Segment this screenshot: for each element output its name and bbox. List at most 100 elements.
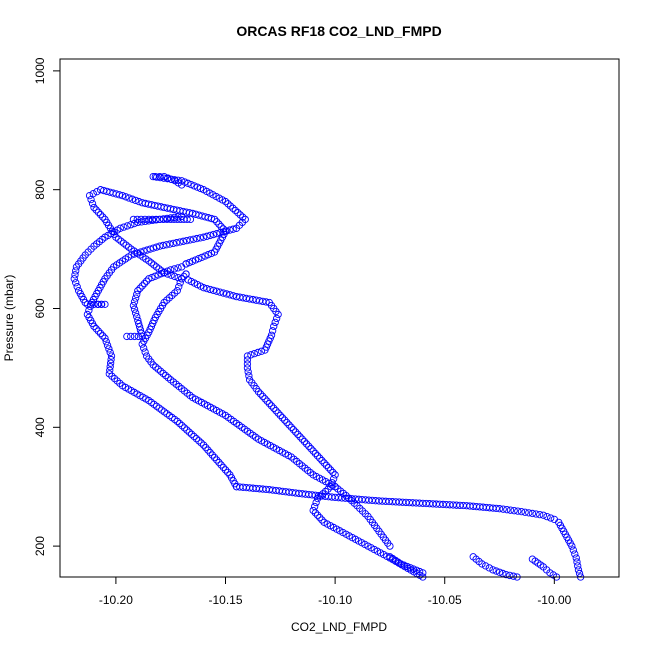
data-point (319, 490, 327, 498)
data-point (273, 314, 281, 323)
data-point (131, 196, 140, 205)
data-point (123, 222, 131, 230)
data-point (267, 331, 276, 339)
data-point (149, 244, 158, 252)
x-tick-label: -10.00 (537, 593, 571, 607)
data-point (550, 515, 558, 524)
data-point (261, 395, 269, 403)
data-point (208, 451, 217, 459)
data-point (120, 223, 128, 231)
data-point (199, 233, 208, 241)
data-point (287, 423, 295, 431)
data-point (131, 294, 140, 302)
data-point (122, 193, 130, 201)
data-point (196, 184, 205, 193)
data-point (127, 221, 135, 229)
chart-title: ORCAS RF18 CO2_LND_FMPD (236, 23, 441, 39)
series-markers (83, 300, 109, 308)
series-markers (331, 483, 394, 550)
data-point (130, 332, 139, 341)
data-point (71, 271, 79, 279)
data-point (318, 456, 326, 465)
data-point (125, 194, 133, 202)
x-tick-label: -10.15 (208, 593, 242, 607)
data-point (270, 404, 278, 412)
data-point (174, 264, 182, 272)
series-markers (83, 172, 249, 491)
data-point (172, 239, 181, 247)
data-point (178, 422, 186, 430)
data-point (170, 289, 179, 297)
data-point (187, 430, 196, 438)
x-tick-label: -10.10 (318, 593, 352, 607)
data-point (73, 283, 81, 291)
data-point (94, 208, 103, 216)
data-point (103, 341, 112, 349)
data-point (168, 291, 176, 300)
x-axis-label: CO2_LND_FMPD (291, 620, 387, 634)
data-point (226, 202, 235, 210)
data-point (267, 402, 276, 410)
data-point (136, 284, 144, 292)
data-point (182, 270, 190, 278)
data-point (110, 374, 119, 383)
data-point (517, 508, 526, 516)
data-point (221, 197, 230, 206)
data-point (322, 461, 330, 469)
data-point (85, 191, 94, 200)
data-point (152, 216, 160, 224)
data-point (506, 506, 515, 514)
data-point (274, 409, 282, 417)
data-point (506, 571, 514, 580)
data-point (257, 347, 266, 355)
data-point (187, 180, 195, 189)
data-point (320, 459, 328, 467)
data-point (125, 243, 133, 251)
data-point (316, 492, 324, 500)
data-point (145, 257, 153, 265)
data-point (539, 511, 548, 519)
data-point (302, 440, 311, 448)
data-point (489, 566, 497, 574)
data-point (307, 445, 315, 453)
data-point (156, 242, 164, 250)
data-point (292, 428, 300, 436)
data-point (213, 218, 221, 226)
data-point (170, 272, 179, 281)
data-point (123, 332, 131, 341)
data-point (229, 292, 237, 300)
data-point (94, 327, 103, 335)
data-point (178, 212, 186, 221)
data-point (113, 377, 121, 385)
data-point (137, 329, 145, 337)
data-point (313, 452, 322, 460)
data-point (183, 426, 191, 434)
data-point (148, 216, 157, 225)
data-point (178, 181, 186, 189)
data-point (140, 279, 149, 288)
data-point (133, 290, 141, 299)
data-point (155, 265, 163, 273)
data-point (186, 215, 195, 224)
data-point (189, 235, 198, 243)
data-point (247, 351, 255, 359)
data-point (138, 199, 146, 207)
data-point (213, 229, 221, 238)
data-point (72, 267, 80, 275)
data-point (90, 300, 98, 308)
data-point (190, 182, 198, 190)
data-point (206, 285, 214, 294)
data-point (204, 446, 212, 454)
data-point (128, 195, 136, 203)
data-point (157, 267, 166, 275)
data-point (574, 566, 583, 574)
data-point (152, 363, 160, 371)
data-point (193, 183, 201, 191)
data-point (107, 352, 116, 360)
data-point (239, 213, 247, 221)
data-point (162, 371, 170, 380)
data-point (87, 195, 95, 204)
data-point (87, 300, 95, 308)
data-point (131, 309, 140, 317)
data-point (134, 316, 142, 325)
